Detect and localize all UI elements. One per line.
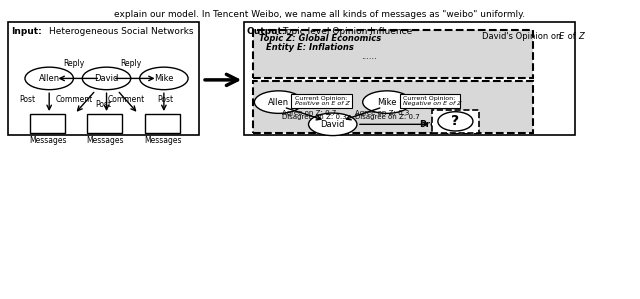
Text: Comment: Comment bbox=[108, 95, 145, 104]
FancyBboxPatch shape bbox=[88, 114, 122, 133]
Text: Allen: Allen bbox=[38, 74, 60, 83]
Text: Reply: Reply bbox=[63, 59, 84, 68]
Text: explain our model. In Tencent Weibo, we name all kinds of messages as "weibo" un: explain our model. In Tencent Weibo, we … bbox=[115, 10, 525, 19]
Text: David's Opinion on: David's Opinion on bbox=[483, 32, 564, 42]
Text: of: of bbox=[565, 32, 579, 42]
Circle shape bbox=[140, 67, 188, 90]
Text: Post: Post bbox=[157, 95, 173, 104]
Text: Mike: Mike bbox=[377, 97, 397, 107]
Text: Post: Post bbox=[19, 95, 35, 104]
Circle shape bbox=[363, 91, 411, 113]
Text: Allen: Allen bbox=[268, 97, 289, 107]
FancyBboxPatch shape bbox=[291, 94, 352, 108]
Text: Disagree on Z: 0.3: Disagree on Z: 0.3 bbox=[282, 114, 346, 120]
Text: Topic level Opinion Influence: Topic level Opinion Influence bbox=[282, 28, 412, 36]
Text: Heterogeneous Social Networks: Heterogeneous Social Networks bbox=[49, 28, 194, 36]
FancyBboxPatch shape bbox=[145, 114, 180, 133]
FancyBboxPatch shape bbox=[399, 94, 460, 108]
Text: Output:: Output: bbox=[246, 28, 286, 36]
Text: Topic Z: Global Economics: Topic Z: Global Economics bbox=[259, 34, 381, 43]
FancyBboxPatch shape bbox=[253, 81, 534, 133]
Circle shape bbox=[308, 113, 357, 135]
Circle shape bbox=[254, 91, 303, 113]
Text: Agree on Z: 0.7: Agree on Z: 0.7 bbox=[282, 109, 336, 115]
Text: ?: ? bbox=[451, 114, 460, 128]
Text: Predict: Predict bbox=[419, 120, 455, 129]
Text: ......: ...... bbox=[362, 52, 377, 61]
Text: Post: Post bbox=[96, 100, 112, 109]
FancyBboxPatch shape bbox=[33, 115, 68, 135]
Text: Reply: Reply bbox=[120, 59, 141, 68]
Text: Entity E: Inflations: Entity E: Inflations bbox=[266, 43, 354, 52]
Text: E: E bbox=[559, 32, 564, 42]
FancyBboxPatch shape bbox=[244, 22, 575, 135]
Circle shape bbox=[25, 67, 74, 90]
FancyBboxPatch shape bbox=[148, 115, 183, 135]
Text: David: David bbox=[321, 120, 345, 129]
FancyBboxPatch shape bbox=[431, 109, 479, 133]
Text: Messages: Messages bbox=[144, 136, 181, 145]
Text: Z: Z bbox=[578, 32, 584, 42]
Text: Positive on E of Z: Positive on E of Z bbox=[294, 101, 349, 106]
Text: Comment: Comment bbox=[56, 95, 93, 104]
FancyBboxPatch shape bbox=[8, 22, 199, 135]
Text: Current Opinion:: Current Opinion: bbox=[294, 96, 347, 101]
Ellipse shape bbox=[438, 112, 473, 131]
FancyBboxPatch shape bbox=[91, 115, 125, 135]
FancyBboxPatch shape bbox=[30, 114, 65, 133]
Text: Agree on Z: 0.3: Agree on Z: 0.3 bbox=[355, 109, 410, 115]
Text: Current Opinion:: Current Opinion: bbox=[403, 96, 455, 101]
Text: Negative on E of Z: Negative on E of Z bbox=[403, 101, 461, 106]
Text: Messages: Messages bbox=[29, 136, 67, 145]
FancyBboxPatch shape bbox=[253, 30, 534, 78]
Circle shape bbox=[83, 67, 131, 90]
Text: Disagree on Z: 0.7: Disagree on Z: 0.7 bbox=[355, 114, 420, 120]
Text: David: David bbox=[94, 74, 118, 83]
Text: Mike: Mike bbox=[154, 74, 173, 83]
Text: Messages: Messages bbox=[86, 136, 124, 145]
Text: Input:: Input: bbox=[11, 28, 42, 36]
